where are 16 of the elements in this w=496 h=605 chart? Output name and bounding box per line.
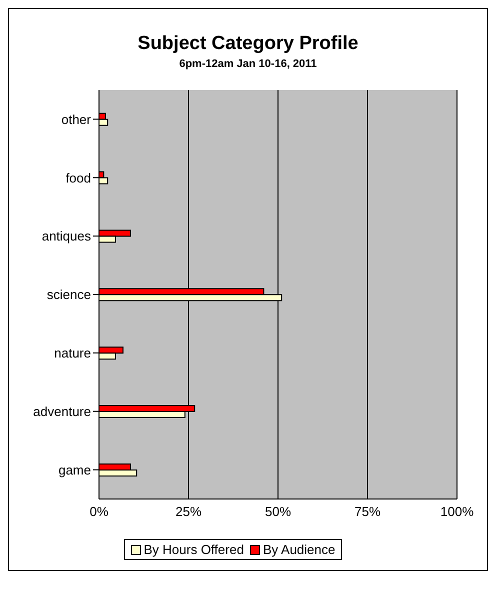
y-tick-label: game bbox=[58, 462, 91, 478]
chart-subtitle: 6pm-12am Jan 10-16, 2011 bbox=[178, 58, 318, 70]
y-tick-label: science bbox=[46, 287, 91, 302]
y-tick-label: antiques bbox=[42, 228, 92, 244]
y-tick-label: adventure bbox=[33, 404, 91, 419]
x-tick-label: 25% bbox=[175, 504, 202, 520]
chart-title: Subject Category Profile bbox=[136, 33, 360, 55]
x-tick-label: 100% bbox=[440, 504, 474, 520]
legend-label: By Audience bbox=[262, 542, 336, 557]
x-tick-label: 0% bbox=[90, 504, 109, 520]
legend-label: By Hours Offered bbox=[142, 542, 244, 557]
y-tick-label: food bbox=[66, 170, 91, 186]
y-tick-label: other bbox=[61, 112, 92, 127]
x-tick-label: 50% bbox=[264, 504, 292, 520]
x-tick-label: 75% bbox=[354, 504, 381, 520]
y-tick-label: nature bbox=[54, 346, 91, 361]
